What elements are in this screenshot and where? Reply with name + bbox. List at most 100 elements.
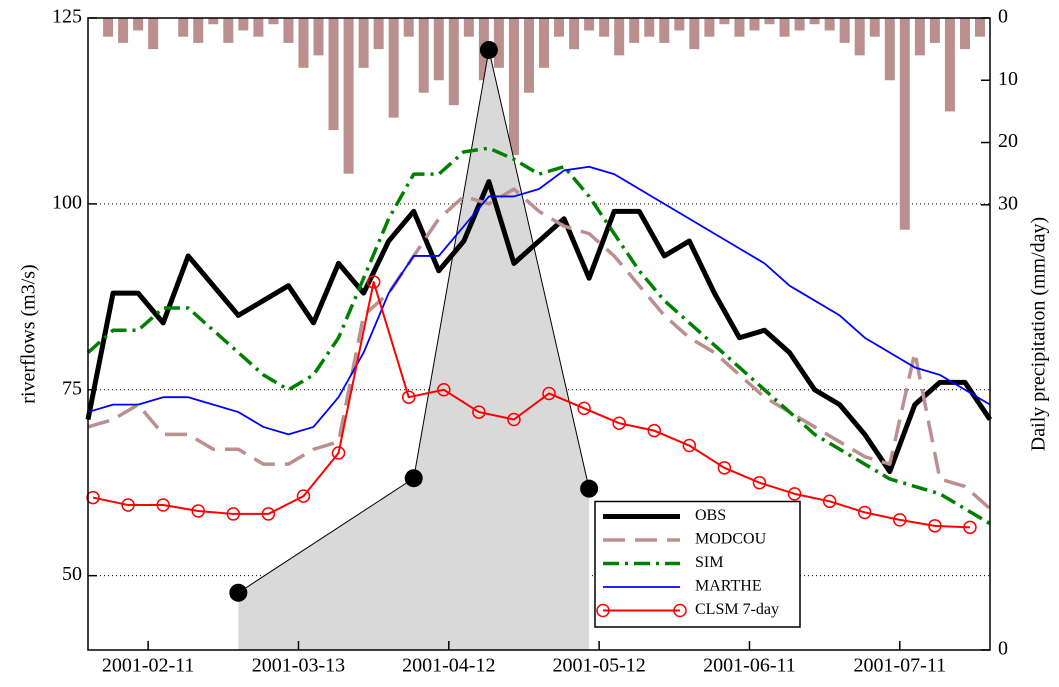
marker	[401, 390, 416, 404]
legend-label: SIM	[695, 554, 723, 571]
precip-bar	[644, 18, 655, 37]
precip-bar	[388, 18, 399, 118]
precip-bar	[508, 18, 519, 155]
marker	[366, 275, 381, 289]
precip-bar	[704, 18, 715, 37]
shaded-area	[238, 49, 590, 651]
legend: OBS MODCOU SIM MARTHE CLSM 7-day	[594, 500, 801, 628]
series-line	[87, 187, 992, 511]
precip-bar	[268, 18, 279, 25]
precip-bar	[659, 18, 670, 43]
marker	[928, 519, 942, 533]
legend-label: MODCOU	[695, 531, 767, 548]
marker	[331, 446, 346, 460]
y2-axis-label: Daily precipitation (mm/day)	[1028, 217, 1050, 451]
precip-bar	[764, 18, 775, 25]
precip-bar	[614, 18, 625, 56]
precip-bar	[554, 18, 565, 37]
marker	[717, 461, 732, 475]
y2-tick-label: 0	[998, 638, 1008, 660]
precip-bar	[584, 18, 595, 31]
precip-bar	[448, 18, 459, 106]
precip-bar	[193, 18, 204, 43]
plot-frame	[87, 17, 991, 651]
precip-bar	[794, 18, 805, 31]
precip-bar	[689, 18, 700, 50]
y-tick-label: 100	[52, 191, 82, 213]
y2-tick-label: 0	[998, 6, 1008, 28]
marker	[963, 520, 977, 535]
precip-bar	[403, 18, 414, 37]
y-tick-label: 125	[52, 6, 82, 28]
y-tick-label: 50	[62, 563, 82, 585]
legend-marker	[596, 603, 610, 618]
marker	[647, 423, 662, 438]
precip-bar	[313, 18, 324, 56]
precip-bar	[148, 18, 159, 50]
precip-bar	[373, 18, 384, 50]
x-tick-label: 2001-06-11	[703, 655, 796, 677]
precip-bar	[914, 18, 925, 56]
precip-bar	[959, 18, 970, 50]
y-axis-label: riverflows (m3/s)	[18, 264, 40, 403]
y2-tick-label: 10	[998, 68, 1018, 90]
precip-bar	[974, 18, 985, 37]
legend-label: OBS	[695, 507, 726, 524]
precip-bar	[208, 18, 219, 25]
y2-tick-label: 30	[998, 192, 1018, 214]
precip-bar	[854, 18, 865, 56]
precip-bar	[433, 18, 444, 81]
marker	[893, 513, 907, 527]
y-tick-label: 75	[62, 377, 82, 399]
precip-bar	[809, 18, 820, 25]
peak-dot	[479, 40, 498, 59]
legend-label: CLSM 7-day	[695, 601, 779, 618]
precip-bar	[133, 18, 144, 31]
marker	[787, 487, 802, 501]
precip-bar	[719, 18, 730, 25]
precip-bar	[869, 18, 880, 37]
x-tick-label: 2001-05-12	[552, 655, 645, 677]
precip-bar	[569, 18, 580, 50]
precip-bar	[824, 18, 835, 31]
precip-bar	[944, 18, 955, 112]
precip-bar	[749, 18, 760, 31]
precip-bar	[629, 18, 640, 43]
precip-bar	[103, 18, 114, 37]
marker	[612, 416, 626, 430]
series-line	[86, 146, 991, 526]
marker	[507, 412, 521, 427]
precip-bar	[839, 18, 850, 43]
legend-marker	[673, 603, 687, 618]
precip-bar	[779, 18, 790, 37]
peak-dot	[580, 479, 599, 498]
precip-bar	[734, 18, 745, 37]
precip-bar	[599, 18, 610, 37]
precip-bar	[523, 18, 534, 93]
peak-dot	[229, 583, 248, 602]
marker	[682, 438, 697, 453]
series-line	[87, 165, 991, 436]
marker	[822, 494, 837, 509]
marker	[226, 507, 241, 521]
y2-tick-label: 20	[998, 130, 1018, 152]
precip-bar	[884, 18, 895, 81]
precip-bar	[358, 18, 369, 68]
marker	[86, 490, 100, 505]
marker	[857, 505, 872, 520]
precip-bar	[343, 18, 354, 174]
series-line	[85, 179, 993, 475]
precip-bar	[298, 18, 309, 68]
peak-dot	[404, 469, 423, 488]
precip-bar	[253, 18, 264, 37]
marker	[542, 386, 556, 401]
precip-bar	[223, 18, 234, 43]
precip-bar	[929, 18, 940, 43]
marker	[437, 383, 451, 397]
precip-bar	[118, 18, 129, 43]
marker	[472, 405, 486, 419]
marker	[752, 475, 767, 490]
x-tick-label: 2001-07-11	[854, 655, 947, 677]
precip-bar	[328, 18, 339, 131]
